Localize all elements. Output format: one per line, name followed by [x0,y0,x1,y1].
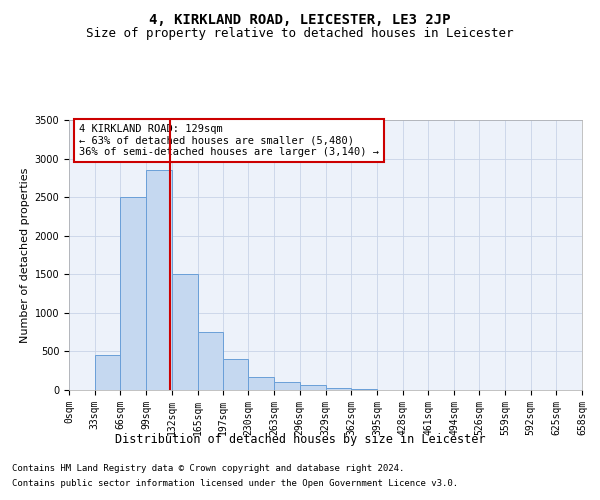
Bar [172,274,197,390]
Text: Contains HM Land Registry data © Crown copyright and database right 2024.: Contains HM Land Registry data © Crown c… [12,464,404,473]
Bar [325,388,351,390]
Bar [95,356,121,390]
Bar [248,376,274,390]
Bar [121,197,146,390]
Bar [146,170,172,390]
Bar [300,386,325,390]
Bar [197,332,223,390]
Text: Contains public sector information licensed under the Open Government Licence v3: Contains public sector information licen… [12,479,458,488]
Bar [223,359,248,390]
Y-axis label: Number of detached properties: Number of detached properties [20,168,31,342]
Text: Distribution of detached houses by size in Leicester: Distribution of detached houses by size … [115,432,485,446]
Text: Size of property relative to detached houses in Leicester: Size of property relative to detached ho… [86,28,514,40]
Bar [351,389,377,390]
Text: 4, KIRKLAND ROAD, LEICESTER, LE3 2JP: 4, KIRKLAND ROAD, LEICESTER, LE3 2JP [149,12,451,26]
Bar [274,382,300,390]
Text: 4 KIRKLAND ROAD: 129sqm
← 63% of detached houses are smaller (5,480)
36% of semi: 4 KIRKLAND ROAD: 129sqm ← 63% of detache… [79,124,379,157]
